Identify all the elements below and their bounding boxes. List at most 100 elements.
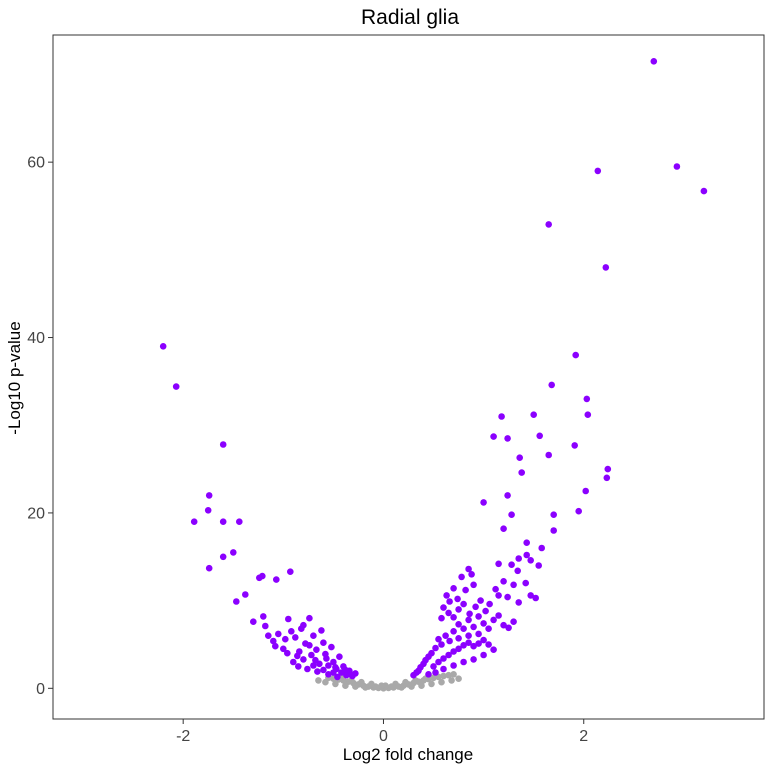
significant-point-16 — [536, 432, 543, 440]
significant-point-90 — [300, 656, 307, 663]
significant-point-40 — [219, 441, 227, 448]
significant-point-165 — [440, 655, 447, 662]
significant-point-31 — [523, 539, 530, 546]
significant-point-27 — [550, 511, 557, 518]
significant-point-133 — [515, 599, 522, 606]
significant-point-23 — [582, 487, 589, 495]
significant-point-101 — [298, 625, 305, 632]
nonsignificant-point-37 — [322, 678, 329, 686]
significant-point-89 — [295, 663, 302, 670]
significant-point-49 — [242, 591, 249, 598]
significant-point-28 — [550, 527, 557, 534]
significant-point-20 — [516, 454, 523, 462]
significant-point-98 — [282, 635, 289, 643]
significant-point-21 — [518, 469, 525, 476]
significant-point-60 — [275, 630, 282, 638]
significant-point-162 — [410, 671, 417, 679]
significant-point-181 — [432, 669, 439, 676]
significant-point-2 — [700, 187, 708, 195]
significant-point-87 — [352, 670, 359, 677]
panel-border — [52, 34, 765, 720]
significant-point-64 — [288, 628, 295, 635]
significant-point-169 — [460, 642, 467, 649]
significant-point-138 — [495, 612, 502, 619]
significant-point-46 — [219, 553, 227, 561]
significant-point-135 — [527, 592, 534, 599]
significant-point-65 — [292, 634, 299, 641]
significant-point-52 — [255, 574, 263, 582]
significant-point-58 — [265, 632, 272, 639]
significant-point-6 — [159, 343, 167, 350]
significant-point-44 — [219, 518, 227, 525]
significant-point-43 — [190, 518, 198, 525]
significant-point-126 — [482, 607, 489, 615]
significant-point-109 — [440, 604, 447, 611]
significant-point-7 — [172, 383, 180, 390]
significant-point-56 — [260, 613, 267, 620]
nonsignificant-point-43 — [402, 678, 409, 686]
significant-point-59 — [270, 637, 277, 645]
significant-point-24 — [504, 492, 511, 499]
significant-point-3 — [594, 167, 602, 175]
significant-point-148 — [455, 635, 462, 642]
points-layer — [159, 58, 708, 692]
significant-point-25 — [480, 499, 487, 506]
significant-point-177 — [450, 662, 457, 669]
significant-point-110 — [443, 592, 450, 599]
significant-point-103 — [312, 656, 319, 664]
significant-point-139 — [500, 621, 507, 629]
significant-point-41 — [205, 492, 213, 499]
nonsignificant-point-24 — [445, 671, 452, 679]
significant-point-132 — [510, 581, 517, 589]
significant-point-173 — [480, 636, 487, 644]
significant-point-136 — [532, 594, 539, 602]
significant-point-127 — [486, 600, 493, 608]
significant-point-176 — [440, 665, 447, 673]
significant-point-32 — [538, 544, 545, 552]
nonsignificant-point-25 — [450, 671, 457, 678]
significant-point-63 — [285, 615, 292, 623]
significant-point-13 — [498, 413, 505, 420]
significant-point-134 — [522, 579, 529, 587]
significant-point-125 — [477, 597, 484, 604]
significant-point-14 — [490, 433, 497, 440]
y-tick-label: 0 — [36, 681, 45, 698]
significant-point-147 — [460, 625, 467, 632]
nonsignificant-point-38 — [448, 677, 455, 684]
significant-point-128 — [492, 585, 499, 593]
significant-point-183 — [455, 621, 462, 628]
nonsignificant-point-42 — [368, 680, 375, 688]
significant-point-99 — [284, 649, 291, 657]
significant-point-97 — [334, 673, 341, 681]
significant-point-182 — [425, 671, 432, 678]
significant-point-131 — [504, 593, 511, 601]
significant-point-70 — [308, 651, 315, 659]
significant-point-5 — [602, 264, 610, 271]
nonsignificant-point-23 — [440, 672, 447, 680]
nonsignificant-point-40 — [455, 675, 462, 682]
significant-point-123 — [466, 610, 473, 618]
significant-point-9 — [548, 381, 555, 389]
significant-point-107 — [347, 671, 354, 678]
significant-point-100 — [294, 652, 301, 660]
significant-point-39 — [535, 562, 542, 569]
significant-point-170 — [465, 639, 472, 646]
significant-point-53 — [273, 576, 280, 583]
significant-point-154 — [432, 644, 439, 652]
significant-point-72 — [313, 646, 320, 653]
nonsignificant-point-34 — [428, 680, 435, 688]
x-axis-title: Log2 fold change — [343, 745, 473, 764]
y-tick-label: 40 — [27, 330, 45, 347]
chart-title: Radial glia — [361, 6, 459, 29]
nonsignificant-point-36 — [438, 678, 445, 686]
significant-point-137 — [490, 616, 497, 624]
significant-point-47 — [230, 549, 237, 556]
y-axis-title: -Log10 p-value — [5, 321, 24, 434]
significant-point-111 — [446, 598, 453, 605]
significant-point-36 — [527, 557, 534, 564]
significant-point-11 — [584, 411, 592, 419]
significant-point-120 — [450, 614, 457, 621]
significant-point-48 — [205, 564, 213, 572]
